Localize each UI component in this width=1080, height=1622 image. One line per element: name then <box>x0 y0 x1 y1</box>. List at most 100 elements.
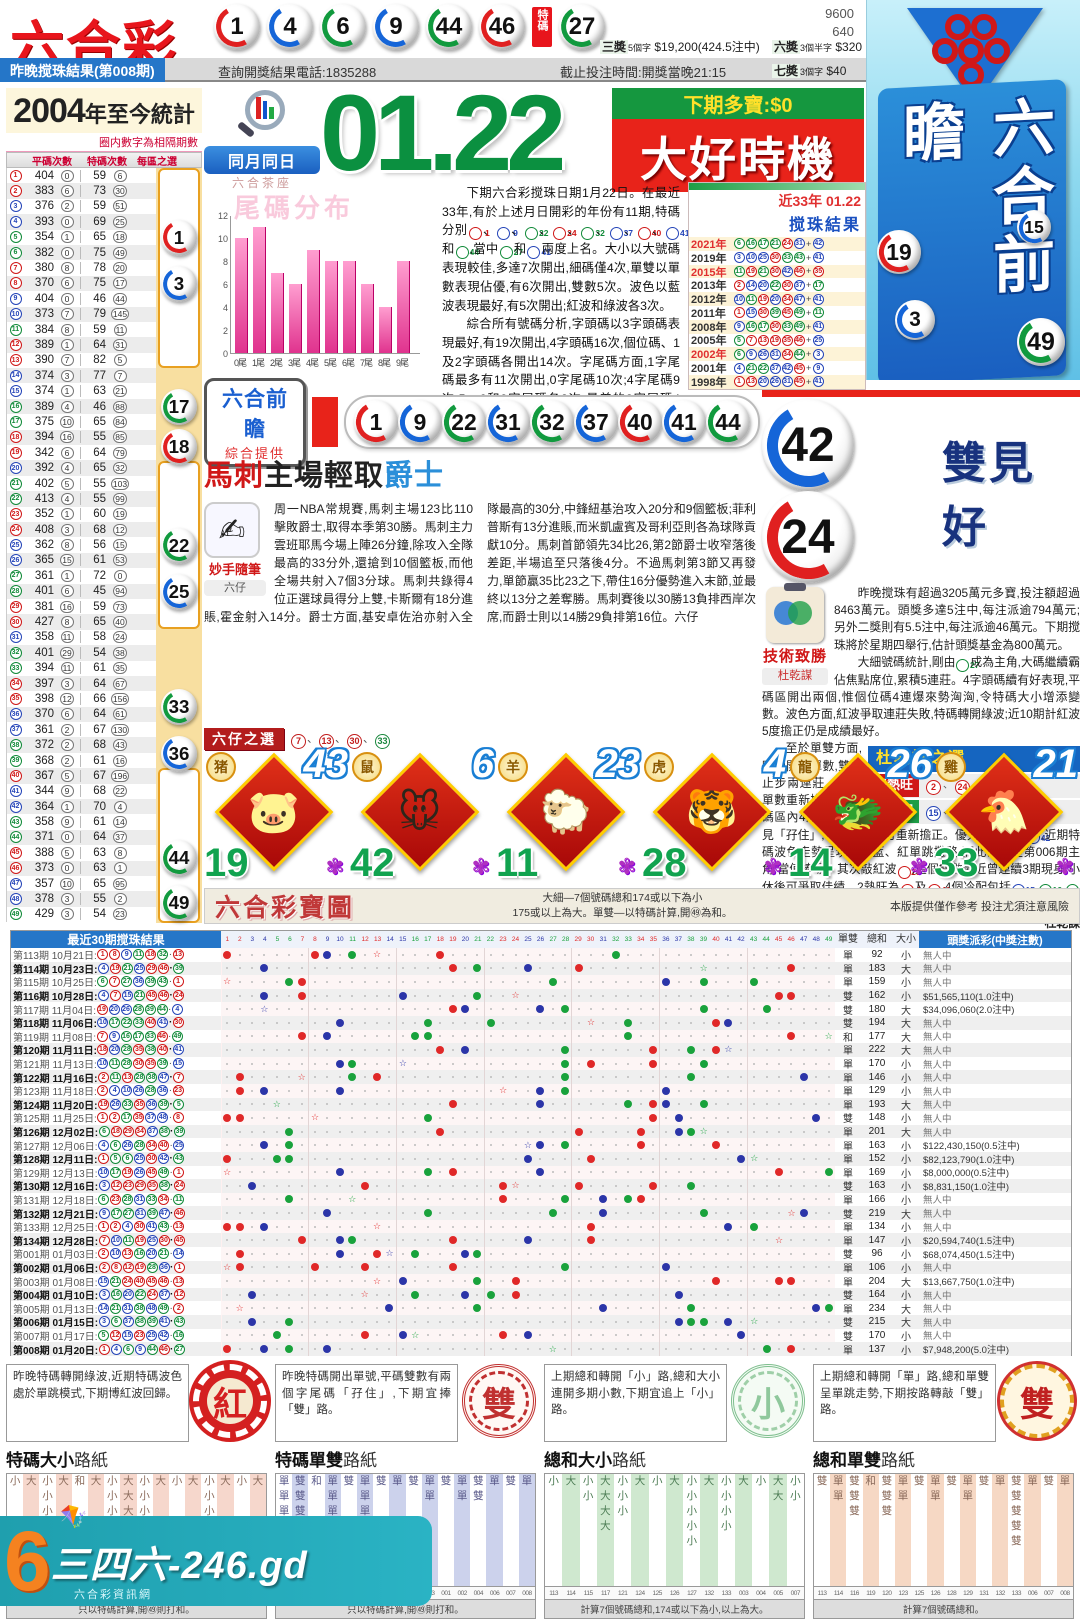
headline-promo: 下期多寶:$0 大好時機 <box>612 88 864 192</box>
number-chip: 15 <box>122 990 133 1002</box>
zodiac-animal-badge: 龍 <box>790 752 820 782</box>
number-chip: 15 <box>122 1329 133 1341</box>
path-paper-section: 上期總和轉開「單」路,總和單雙呈單跳走勢,下期按路轉敲「雙」路。 雙 總和單雙路… <box>813 1364 1074 1619</box>
number-chip: 5 <box>98 1329 109 1341</box>
chart-bar <box>361 284 373 353</box>
number-chip: 4 <box>98 990 109 1002</box>
number-chip: 41 <box>812 321 824 333</box>
number-chip: 38 <box>134 1302 145 1314</box>
number-chip: 32 <box>157 949 169 961</box>
stats-row: 30 427 8 65 40 <box>7 614 202 630</box>
stats-row: 40 367 5 67 196 <box>7 768 202 784</box>
result-row: 第007期 01月17日: 5 12 15 23 25 42 · 16 ☆ 雙 170 小無人中 <box>13 1328 952 1343</box>
zodiac-art-icon: 🐲 <box>831 787 885 835</box>
number-chip: 25 <box>146 1234 158 1246</box>
number-chip: 30 <box>134 1221 145 1233</box>
number-chip: 20 <box>757 376 769 388</box>
number-chip: 13 <box>757 334 769 346</box>
number-chip: 1 <box>733 376 745 388</box>
number-chip: 13 <box>173 1275 185 1287</box>
history-row: 2012年 10 11 19 20 34 47 +41 <box>689 292 865 306</box>
result-row: 第124期 11月20日: 19 26 33 35 36 39 · 5 ☆ 單 193 大無人中 <box>11 1097 1071 1112</box>
number-chip: 29 <box>122 1126 134 1138</box>
number-chip: 12 <box>110 1180 122 1192</box>
path-title: 特碼單雙路紙 <box>275 1451 377 1470</box>
number-chip: 41 <box>157 1017 169 1029</box>
lottery-ball: 3 <box>161 265 197 302</box>
number-chip: 2 <box>9 185 22 198</box>
path-paper-section: 上期總和轉開「小」路,總和大小連開多期小數,下期宜追上「小」路。 小 總和大小路… <box>544 1364 805 1619</box>
chart-bar <box>253 226 265 353</box>
ring-icon <box>945 14 971 40</box>
number-chip: 30 <box>158 1234 170 1246</box>
number-chip: 18 <box>97 1044 109 1056</box>
number-chip: 7 <box>9 262 22 275</box>
lottery-ball: 37 <box>574 400 618 444</box>
stats-row: 44 371 0 64 37 <box>7 829 202 846</box>
number-chip: 11 <box>9 323 22 336</box>
number-chip: 49 <box>158 1302 169 1314</box>
result-row: 第005期 01月13日: 14 21 31 38 48 49 · 2 ☆ 單 234 大無人中 <box>13 1301 952 1316</box>
number-chip: 28 <box>132 1003 144 1015</box>
stats-row: 22 413 4 55 99 <box>7 491 202 507</box>
history-row: 1998年 1 13 20 26 31 45 +41 <box>689 374 865 389</box>
stats-row: 28 401 6 45 94 <box>7 583 202 599</box>
number-chip: 24 <box>9 523 22 536</box>
number-chip: 33 <box>781 321 793 333</box>
number-chip: 7 <box>173 1071 185 1083</box>
number-chip: 15 <box>745 307 757 319</box>
number-chip: 7 <box>110 990 121 1002</box>
number-chip: 37 <box>145 1112 157 1124</box>
number-chip: 14 <box>173 1248 185 1260</box>
number-chip: 31 <box>9 631 22 644</box>
stamp-icon: 雙 <box>462 1364 536 1438</box>
result-row: 第130期 12月16日: 3 12 23 29 35 38 · 24 ☆ 雙 163 小 $8,831,… <box>11 1179 1071 1193</box>
number-chip: 24 <box>146 1289 158 1301</box>
number-chip: 35 <box>133 1112 145 1124</box>
red-block-decoration <box>312 397 338 447</box>
baotu-bar: 六合彩寶圖 大細—7個號碼總和174或以下為小 175或以上為大。單雙—以特碼計算… <box>204 888 1080 924</box>
number-chip: 48 <box>157 1112 169 1124</box>
lottery-ball: 22 <box>161 527 197 564</box>
number-chip: 6 <box>122 1153 133 1165</box>
number-chip: 45 <box>781 307 793 319</box>
number-chip: 17 <box>812 279 824 291</box>
number-chip: 27 <box>499 246 523 260</box>
number-chip: 30 <box>146 1153 157 1165</box>
number-chip: 20 <box>146 1248 157 1260</box>
red-divider <box>762 390 1080 397</box>
slogan-banner: 大好時機 <box>612 119 864 192</box>
zodiac-art-icon: 🐷 <box>247 787 301 835</box>
stats-row: 5 354 1 65 18 <box>7 230 202 245</box>
number-chip: 39 <box>144 1003 156 1015</box>
stats-table: 1 404 0 59 6 2 383 6 73 30 3 376 2 59 51 4 393 0 69 25 5 354 1… <box>6 168 202 923</box>
number-chip: 45 <box>793 362 805 374</box>
number-chip: 33 <box>144 1030 156 1042</box>
number-chip: 25 <box>134 1153 145 1165</box>
double-header: 42 24 雙見好 <box>762 399 1080 583</box>
stats-row: 12 389 1 64 31 <box>7 337 202 353</box>
result-row: 第001期 01月03日: 2 10 13 16 20 21 · 14 ☆ 雙 96 小 $68,074,… <box>13 1247 1015 1262</box>
chart-title: 尾碼分布 <box>234 193 355 223</box>
number-chip: 19 <box>757 293 769 305</box>
number-chip: 19 <box>745 265 757 277</box>
number-chip: 3 <box>812 348 824 360</box>
number-chip: 33 <box>781 252 793 264</box>
zodiac-card: 龍 🐲 26 14 ✾ <box>788 742 934 885</box>
number-chip: 6 <box>97 976 109 988</box>
number-chip: 35 <box>133 1044 145 1056</box>
number-chip: 45 <box>173 1234 185 1246</box>
number-chip: 4 <box>109 1085 121 1097</box>
number-chip: 31 <box>134 1193 145 1205</box>
ring-icon <box>984 38 1010 64</box>
number-chip: 42 <box>781 265 793 277</box>
number-chip: 13 <box>9 354 22 367</box>
ring-icon <box>932 38 958 64</box>
number-chip: 40 <box>9 769 22 782</box>
stats-row: 19 342 6 64 79 <box>7 445 202 460</box>
number-chip: 25 <box>146 1329 157 1341</box>
number-chip: 44 <box>9 831 22 844</box>
number-chip: 1 <box>733 307 745 319</box>
number-chip: 32 <box>9 646 22 659</box>
number-chip: 14 <box>9 369 22 382</box>
